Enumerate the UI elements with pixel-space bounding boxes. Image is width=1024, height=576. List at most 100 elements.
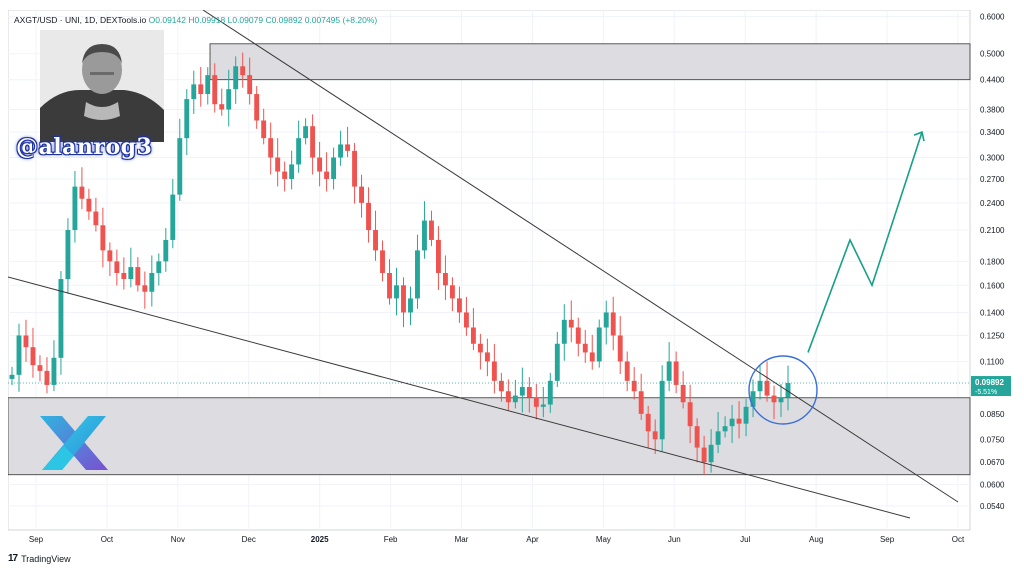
candle-body [415, 250, 420, 299]
y-tick-label: 0.0540 [980, 502, 1005, 511]
x-tick-label: Mar [455, 535, 469, 544]
candle-body [296, 138, 302, 165]
projection-arrow [807, 131, 923, 353]
brand-label[interactable]: TradingView [21, 553, 71, 564]
x-tick-label: Nov [171, 535, 185, 544]
y-tick-label: 0.0850 [980, 410, 1005, 419]
candle-body [345, 144, 351, 151]
candle-body [303, 126, 309, 139]
candle-body [652, 431, 658, 440]
trendlines [7, 9, 959, 519]
candle-body [261, 120, 267, 139]
candle-body [638, 391, 644, 414]
y-tick-label: 0.1600 [980, 281, 1005, 290]
price-badge-value: 0.09892 [975, 378, 1004, 387]
candle-body [156, 261, 162, 273]
symbol-label[interactable]: AXGT/USD · UNI, 1D, DEXTools.io [14, 15, 147, 25]
resistance-zone [209, 43, 971, 81]
candle-body [226, 89, 232, 110]
candle-body [401, 285, 406, 313]
candles [8, 52, 970, 475]
candle-body [338, 144, 344, 158]
y-tick-label: 0.0750 [980, 435, 1005, 444]
candle-body [631, 380, 637, 392]
candle-body [526, 387, 532, 398]
candle-body [16, 335, 22, 375]
price-badge-change: -5.51% [975, 389, 997, 396]
candle-body [93, 211, 99, 226]
candle-body [247, 75, 253, 95]
price-chart[interactable]: 0.6000 0.5000 0.4400 0.3800 0.3400 0.3000 0.27… [7, 9, 1018, 547]
x-tick-label: Sep [29, 535, 44, 544]
candle-body [324, 171, 330, 179]
price-badge [971, 376, 1011, 397]
y-tick-label: 0.1100 [980, 357, 1004, 366]
y-tick-label: 0.3400 [980, 128, 1005, 137]
candle-body [198, 84, 204, 95]
close-value: C0.09892 [265, 15, 303, 25]
breakout-circle [748, 355, 818, 425]
candle-body [282, 171, 288, 179]
candle-body [477, 343, 483, 353]
candle-body [254, 94, 260, 121]
y-tick-label: 0.3800 [980, 105, 1005, 114]
descending-resistance-line [202, 9, 959, 503]
y-tick-label: 0.6000 [980, 13, 1005, 22]
tradingview-logo-icon[interactable]: 17 [8, 553, 18, 564]
candle-body [757, 380, 763, 392]
candle-body [86, 198, 92, 212]
candle-body [596, 327, 602, 362]
candle-body [645, 413, 651, 432]
candle-body [240, 66, 246, 76]
footer: 17 TradingView [8, 553, 71, 564]
x-tick-label: Oct [952, 535, 965, 544]
candle-body [470, 327, 476, 344]
candle-body [429, 220, 434, 240]
candle-body [44, 370, 50, 385]
candle-body [79, 186, 85, 199]
descending-support-line [7, 276, 911, 519]
candle-body [533, 397, 539, 407]
candle-body [9, 374, 15, 379]
candle-body [394, 285, 399, 299]
time-axis[interactable]: Sep Oct Nov Dec 2025 Feb Mar Apr May Jun Jul Aug Sep… [29, 535, 965, 544]
x-tick-label: Aug [809, 535, 823, 544]
y-tick-label: 0.0670 [980, 458, 1005, 467]
x-tick-label: Jun [668, 535, 681, 544]
candle-body [359, 186, 364, 203]
y-tick-label: 0.1250 [980, 331, 1005, 340]
candle-body [408, 298, 413, 313]
y-tick-label: 0.2400 [980, 199, 1005, 208]
candle-body [778, 397, 784, 403]
candle-body [736, 418, 742, 424]
candle-body [177, 138, 183, 195]
candle-body [422, 220, 427, 251]
candle-body [366, 202, 371, 231]
candle-body [673, 361, 679, 385]
candle-body [575, 327, 581, 344]
y-tick-label: 0.3000 [980, 154, 1005, 163]
low-value: L0.09079 [227, 15, 264, 25]
y-tick-label: 0.0600 [980, 481, 1005, 490]
candle-body [519, 387, 525, 396]
candle-body [694, 426, 700, 448]
candle-body [268, 138, 274, 158]
candle-body [505, 391, 511, 403]
candle-body [589, 352, 595, 362]
candle-body [219, 104, 225, 110]
watermark-handle: @alanrog3 [16, 134, 153, 160]
support-zone [7, 397, 971, 476]
candle-body [135, 267, 141, 286]
candle-body [275, 157, 281, 172]
candle-body [233, 66, 239, 90]
candle-body [72, 186, 78, 231]
x-tick-label: Sep [880, 535, 895, 544]
candle-body [436, 239, 441, 273]
annotations [748, 131, 925, 425]
candle-body [331, 157, 337, 179]
price-axis[interactable]: 0.6000 0.5000 0.4400 0.3800 0.3400 0.3000 0.27… [971, 13, 1011, 511]
y-tick-label: 0.4400 [980, 76, 1005, 85]
candle-body [23, 335, 29, 348]
candle-body [163, 239, 169, 262]
x-tick-label: Apr [526, 535, 539, 544]
